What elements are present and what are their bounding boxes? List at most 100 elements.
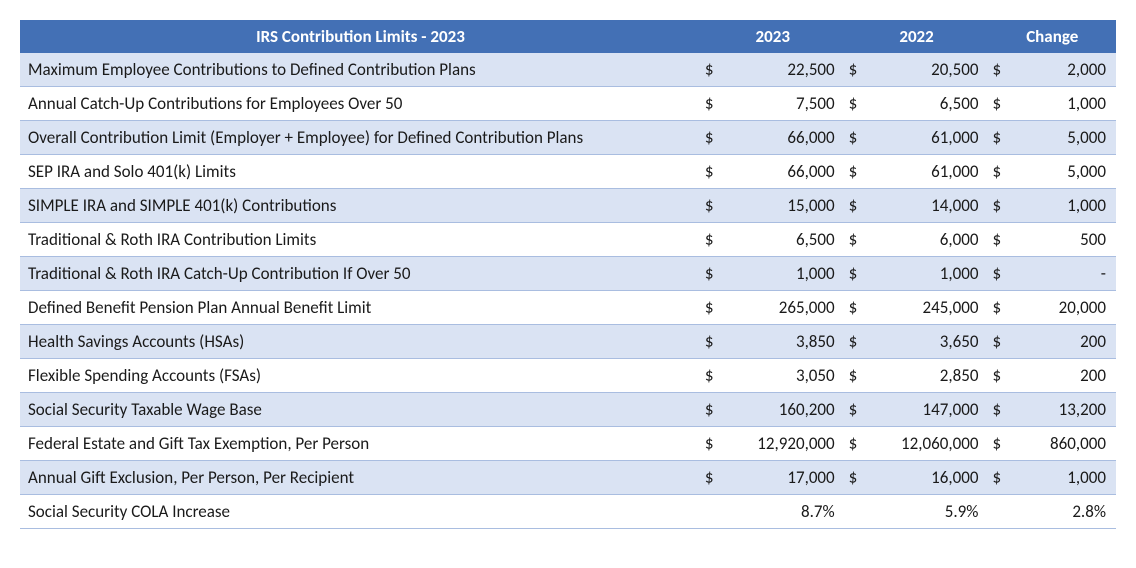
currency-symbol: $ bbox=[988, 155, 1012, 189]
cell-value: 7,500 bbox=[725, 87, 845, 121]
currency-symbol: $ bbox=[845, 461, 869, 495]
cell-value: 22,500 bbox=[725, 53, 845, 87]
cell-value: 6,000 bbox=[869, 223, 989, 257]
table-row: Traditional & Roth IRA Catch-Up Contribu… bbox=[20, 257, 1116, 291]
cell-value: 860,000 bbox=[1012, 427, 1116, 461]
row-label: Traditional & Roth IRA Contribution Limi… bbox=[20, 223, 701, 257]
table-row: Overall Contribution Limit (Employer + E… bbox=[20, 121, 1116, 155]
cell-value: 8.7% bbox=[725, 495, 845, 529]
col-header-2022: 2022 bbox=[845, 20, 989, 53]
cell-value: 15,000 bbox=[725, 189, 845, 223]
currency-symbol: $ bbox=[845, 393, 869, 427]
table-row: SEP IRA and Solo 401(k) Limits$66,000$61… bbox=[20, 155, 1116, 189]
cell-value: 17,000 bbox=[725, 461, 845, 495]
table-row: Flexible Spending Accounts (FSAs)$3,050$… bbox=[20, 359, 1116, 393]
currency-symbol: $ bbox=[701, 53, 725, 87]
cell-value: 14,000 bbox=[869, 189, 989, 223]
table-row: Federal Estate and Gift Tax Exemption, P… bbox=[20, 427, 1116, 461]
cell-value: 3,650 bbox=[869, 325, 989, 359]
currency-symbol: $ bbox=[988, 121, 1012, 155]
currency-symbol: $ bbox=[845, 325, 869, 359]
cell-value: 1,000 bbox=[1012, 87, 1116, 121]
currency-symbol: $ bbox=[701, 155, 725, 189]
cell-value: 1,000 bbox=[1012, 189, 1116, 223]
cell-value: 5,000 bbox=[1012, 155, 1116, 189]
cell-value: 160,200 bbox=[725, 393, 845, 427]
cell-value: 147,000 bbox=[869, 393, 989, 427]
currency-symbol: $ bbox=[845, 87, 869, 121]
currency-symbol: $ bbox=[988, 257, 1012, 291]
cell-value: 13,200 bbox=[1012, 393, 1116, 427]
currency-symbol: $ bbox=[845, 223, 869, 257]
cell-value: 2,000 bbox=[1012, 53, 1116, 87]
currency-symbol: $ bbox=[988, 461, 1012, 495]
row-label: Flexible Spending Accounts (FSAs) bbox=[20, 359, 701, 393]
cell-value: 265,000 bbox=[725, 291, 845, 325]
row-label: Social Security COLA Increase bbox=[20, 495, 701, 529]
currency-symbol: $ bbox=[701, 87, 725, 121]
cell-value: 6,500 bbox=[725, 223, 845, 257]
currency-symbol: $ bbox=[845, 427, 869, 461]
currency-symbol: $ bbox=[845, 291, 869, 325]
cell-value: 3,050 bbox=[725, 359, 845, 393]
cell-value: 1,000 bbox=[1012, 461, 1116, 495]
currency-symbol: $ bbox=[701, 189, 725, 223]
currency-symbol: $ bbox=[988, 189, 1012, 223]
cell-value: 6,500 bbox=[869, 87, 989, 121]
currency-symbol: $ bbox=[988, 427, 1012, 461]
cell-value: 3,850 bbox=[725, 325, 845, 359]
row-label: SIMPLE IRA and SIMPLE 401(k) Contributio… bbox=[20, 189, 701, 223]
cell-value: 16,000 bbox=[869, 461, 989, 495]
currency-symbol: $ bbox=[701, 257, 725, 291]
currency-symbol: $ bbox=[988, 87, 1012, 121]
cell-value: 20,000 bbox=[1012, 291, 1116, 325]
cell-value: 5,000 bbox=[1012, 121, 1116, 155]
data-table: IRS Contribution Limits - 2023 2023 2022… bbox=[20, 20, 1116, 529]
currency-symbol bbox=[988, 495, 1012, 529]
currency-symbol: $ bbox=[988, 325, 1012, 359]
currency-symbol: $ bbox=[845, 257, 869, 291]
currency-symbol: $ bbox=[988, 53, 1012, 87]
cell-value: 12,060,000 bbox=[869, 427, 989, 461]
cell-value: 5.9% bbox=[869, 495, 989, 529]
row-label: SEP IRA and Solo 401(k) Limits bbox=[20, 155, 701, 189]
currency-symbol: $ bbox=[845, 189, 869, 223]
cell-value: 12,920,000 bbox=[725, 427, 845, 461]
cell-value: 1,000 bbox=[725, 257, 845, 291]
row-label: Annual Gift Exclusion, Per Person, Per R… bbox=[20, 461, 701, 495]
currency-symbol: $ bbox=[701, 393, 725, 427]
currency-symbol bbox=[701, 495, 725, 529]
row-label: Health Savings Accounts (HSAs) bbox=[20, 325, 701, 359]
table-header-row: IRS Contribution Limits - 2023 2023 2022… bbox=[20, 20, 1116, 53]
row-label: Federal Estate and Gift Tax Exemption, P… bbox=[20, 427, 701, 461]
currency-symbol: $ bbox=[988, 359, 1012, 393]
currency-symbol: $ bbox=[988, 223, 1012, 257]
currency-symbol: $ bbox=[845, 359, 869, 393]
cell-value: 200 bbox=[1012, 359, 1116, 393]
cell-value: 200 bbox=[1012, 325, 1116, 359]
table-row: Social Security COLA Increase 8.7% 5.9% 2.8… bbox=[20, 495, 1116, 529]
currency-symbol: $ bbox=[701, 291, 725, 325]
currency-symbol: $ bbox=[988, 393, 1012, 427]
row-label: Annual Catch-Up Contributions for Employ… bbox=[20, 87, 701, 121]
table-row: Annual Catch-Up Contributions for Employ… bbox=[20, 87, 1116, 121]
cell-value: - bbox=[1012, 257, 1116, 291]
col-header-change: Change bbox=[988, 20, 1116, 53]
cell-value: 20,500 bbox=[869, 53, 989, 87]
irs-limits-table: IRS Contribution Limits - 2023 2023 2022… bbox=[20, 20, 1116, 529]
table-row: Health Savings Accounts (HSAs)$3,850$3,6… bbox=[20, 325, 1116, 359]
table-row: Defined Benefit Pension Plan Annual Bene… bbox=[20, 291, 1116, 325]
row-label: Overall Contribution Limit (Employer + E… bbox=[20, 121, 701, 155]
currency-symbol: $ bbox=[845, 53, 869, 87]
cell-value: 2,850 bbox=[869, 359, 989, 393]
currency-symbol: $ bbox=[845, 155, 869, 189]
currency-symbol: $ bbox=[701, 461, 725, 495]
cell-value: 500 bbox=[1012, 223, 1116, 257]
row-label: Traditional & Roth IRA Catch-Up Contribu… bbox=[20, 257, 701, 291]
table-row: Traditional & Roth IRA Contribution Limi… bbox=[20, 223, 1116, 257]
cell-value: 2.8% bbox=[1012, 495, 1116, 529]
table-title: IRS Contribution Limits - 2023 bbox=[20, 20, 701, 53]
table-row: Maximum Employee Contributions to Define… bbox=[20, 53, 1116, 87]
cell-value: 66,000 bbox=[725, 155, 845, 189]
row-label: Defined Benefit Pension Plan Annual Bene… bbox=[20, 291, 701, 325]
